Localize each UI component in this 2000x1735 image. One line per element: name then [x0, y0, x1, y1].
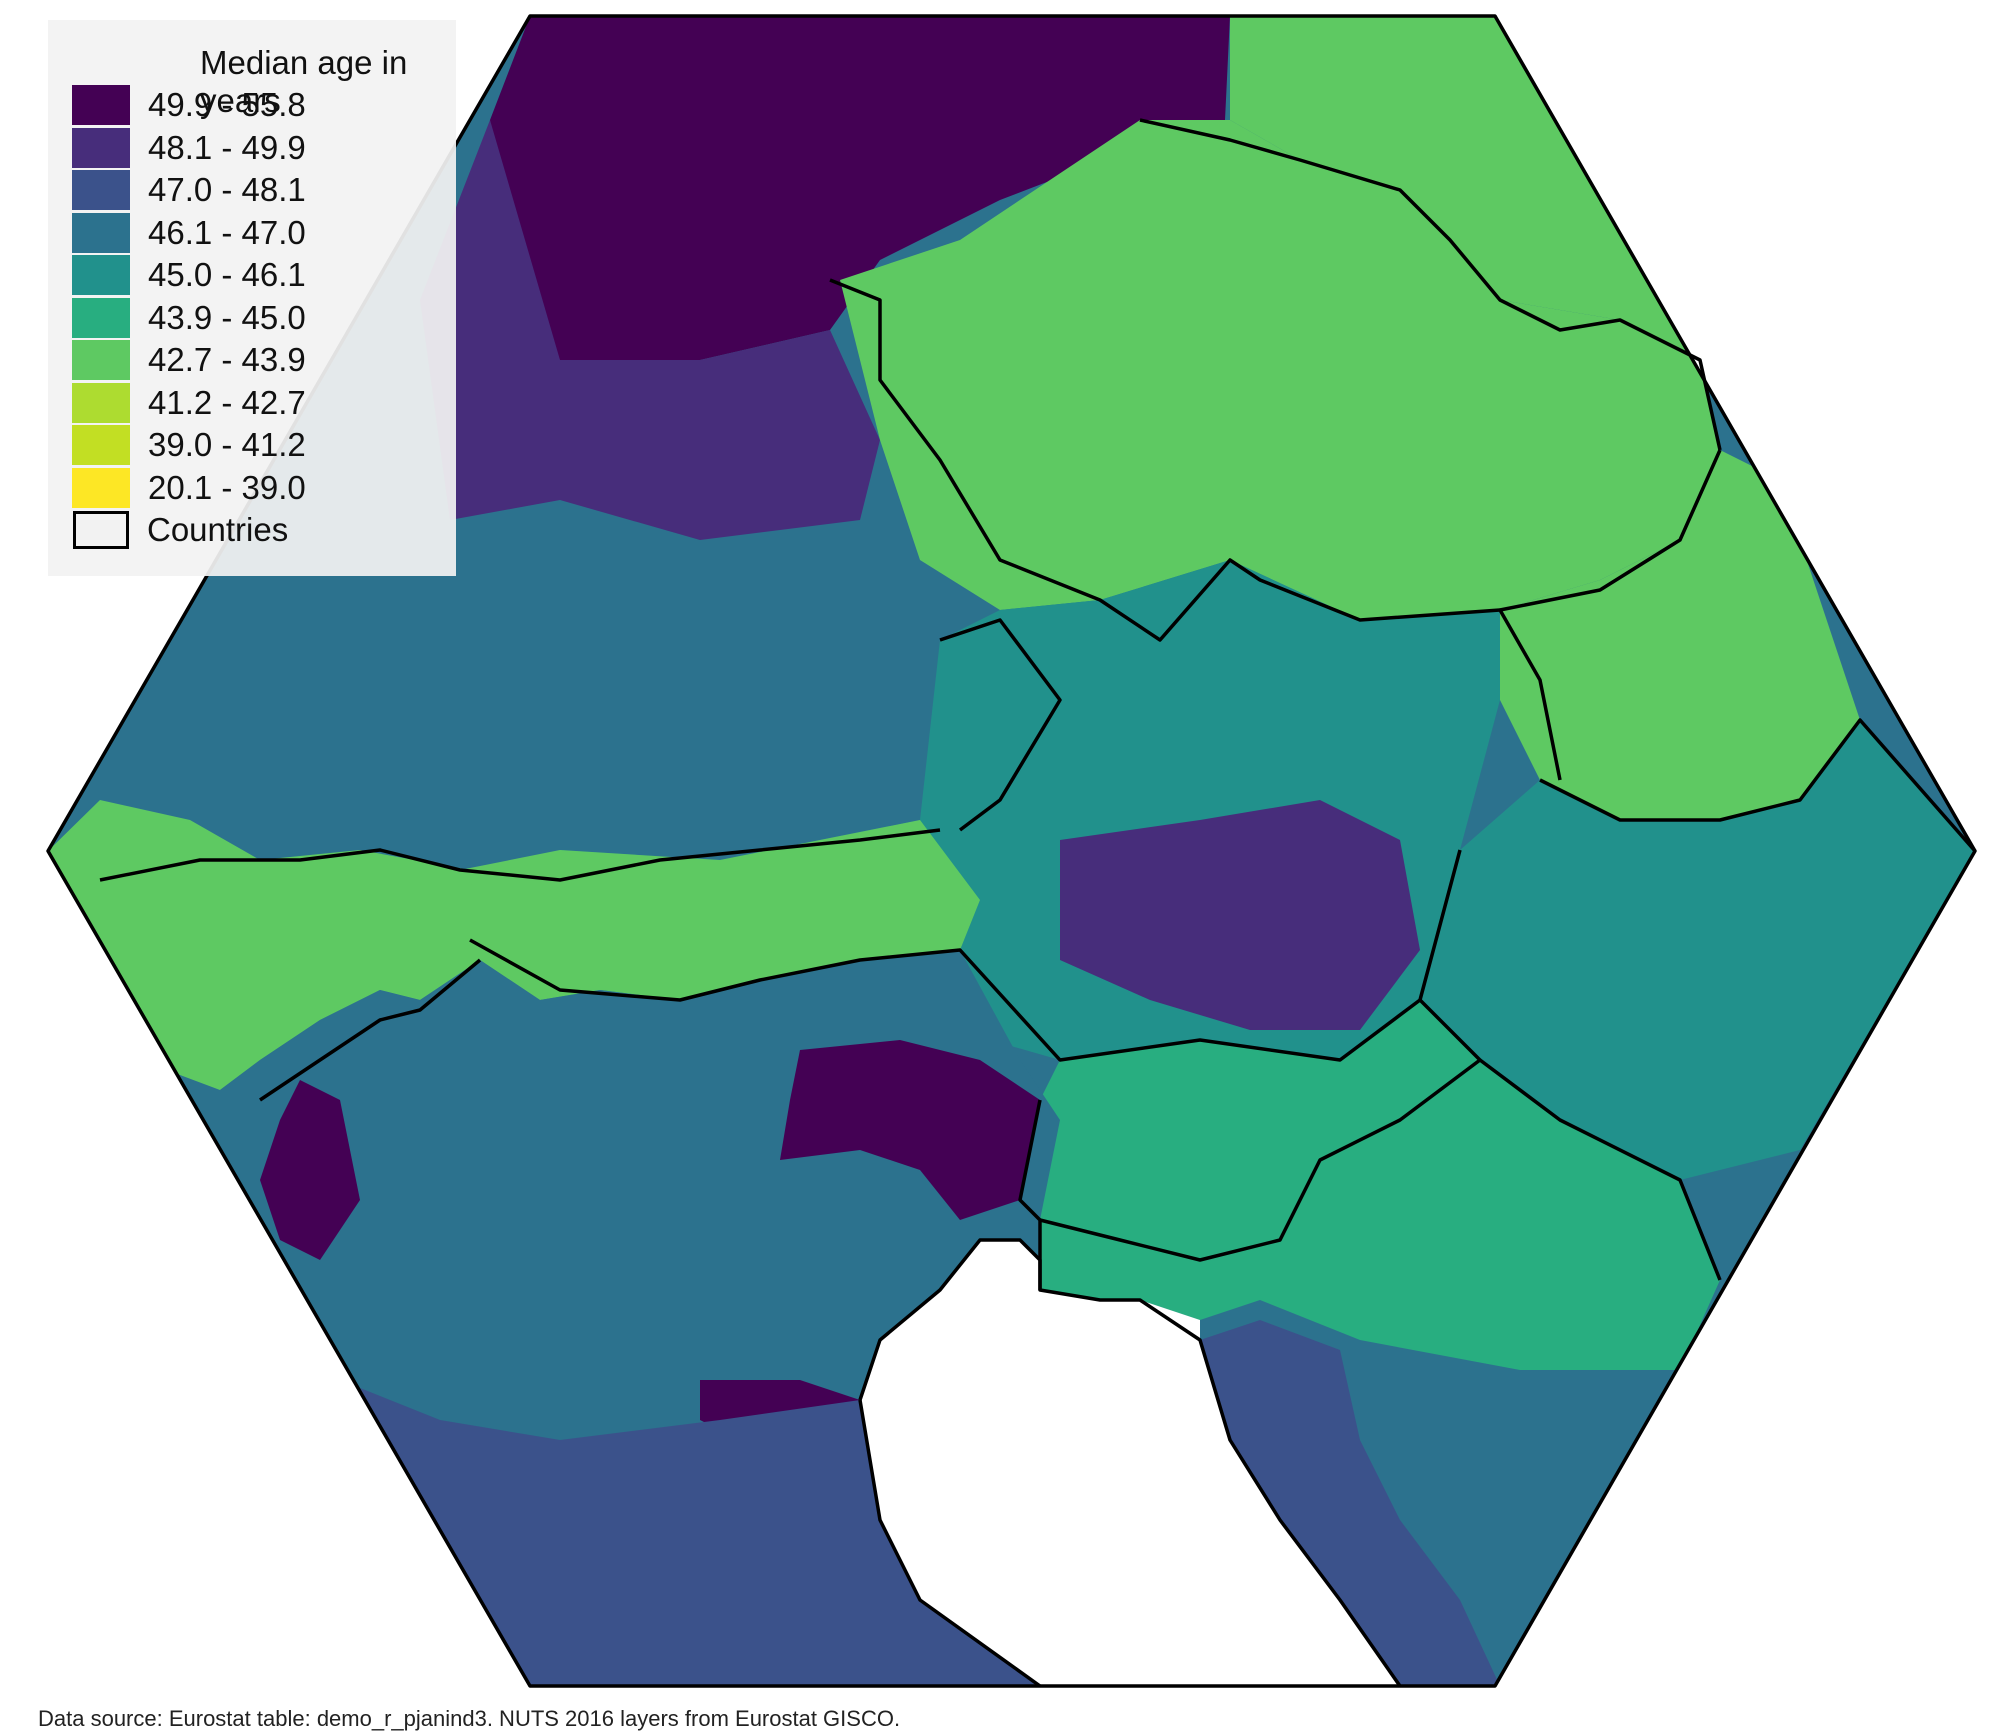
region-slovakia	[1500, 450, 1860, 820]
legend-swatch	[72, 467, 130, 508]
legend-swatch	[72, 297, 130, 338]
legend-row: 43.9 - 45.0	[72, 297, 456, 340]
region-slovenia	[1020, 1000, 1480, 1260]
legend: Median age in years 49.9 - 55.8 48.1 - 49…	[48, 20, 456, 576]
border-italy-sea-west	[858, 1399, 1042, 1688]
legend-swatch-countries	[73, 511, 129, 550]
legend-row: 41.2 - 42.7	[72, 382, 456, 425]
legend-row: 49.9 - 55.8	[72, 84, 456, 127]
legend-label: 20.1 - 39.0	[148, 468, 306, 506]
region-croatia	[1040, 1060, 1720, 1370]
region-adriatic-sea	[860, 1240, 1400, 1686]
legend-swatch	[72, 170, 130, 211]
legend-row: 45.0 - 46.1	[72, 254, 456, 297]
legend-label: 47.0 - 48.1	[148, 171, 306, 209]
border-austria-north	[939, 618, 1062, 832]
legend-row: 46.1 - 47.0	[72, 212, 456, 255]
region-switzerland	[48, 800, 480, 1090]
legend-row-countries: Countries	[72, 509, 456, 552]
border-germany-austria	[99, 828, 941, 882]
border-slovakia-hungary	[1539, 718, 1977, 853]
legend-swatch	[72, 255, 130, 296]
legend-swatch	[72, 425, 130, 466]
legend-label: 42.7 - 43.9	[148, 341, 306, 379]
region-germany-central	[420, 120, 880, 540]
legend-row: 48.1 - 49.9	[72, 127, 456, 170]
legend-label: 43.9 - 45.0	[148, 298, 306, 336]
border-austria-italy	[469, 938, 1422, 1062]
legend-label: 45.0 - 46.1	[148, 256, 306, 294]
region-italy-south	[220, 1200, 1040, 1686]
region-hungary	[1420, 720, 1975, 1180]
legend-label: 41.2 - 42.7	[148, 383, 306, 421]
region-croatia-coast	[1200, 1320, 1500, 1686]
region-austria-east	[1060, 800, 1420, 1030]
source-note: Data source: Eurostat table: demo_r_pjan…	[38, 1706, 901, 1731]
legend-swatch	[72, 127, 130, 168]
region-italy-west	[260, 1080, 360, 1260]
map-hexagon-frame	[46, 14, 1977, 1688]
border-czechia-poland	[1139, 118, 1722, 451]
region-austria-west	[460, 820, 980, 1000]
legend-label: 49.9 - 55.8	[148, 86, 306, 124]
region-czechia	[840, 120, 1720, 620]
region-poland	[1230, 16, 1700, 370]
legend-swatch	[72, 85, 130, 126]
legend-row: 42.7 - 43.9	[72, 339, 456, 382]
border-austria-hungary	[1418, 849, 1482, 1062]
border-italy-slovenia	[1018, 1099, 1042, 1290]
country-borders	[46, 14, 1977, 1688]
border-switzerland-italy	[259, 958, 482, 1102]
border-czechia-slovakia	[1499, 449, 1722, 612]
legend-label-countries: Countries	[147, 511, 289, 549]
legend-label: 39.0 - 41.2	[148, 426, 306, 464]
legend-title: Median age in years	[200, 44, 408, 119]
region-italy-friuli	[780, 1040, 1040, 1220]
border-coastline	[858, 1238, 1402, 1688]
legend-row: 20.1 - 39.0	[72, 467, 456, 510]
border-slovenia-croatia	[1039, 1058, 1722, 1281]
legend-label: 46.1 - 47.0	[148, 213, 306, 251]
legend-row: 47.0 - 48.1	[72, 169, 456, 212]
legend-row: 39.0 - 41.2	[72, 424, 456, 467]
legend-swatch	[72, 382, 130, 423]
legend-label: 48.1 - 49.9	[148, 128, 306, 166]
region-germany-north	[490, 16, 1230, 360]
legend-swatch	[72, 340, 130, 381]
legend-rows: 49.9 - 55.8 48.1 - 49.9 47.0 - 48.1 46.1 - …	[72, 84, 456, 509]
legend-swatch	[72, 212, 130, 253]
